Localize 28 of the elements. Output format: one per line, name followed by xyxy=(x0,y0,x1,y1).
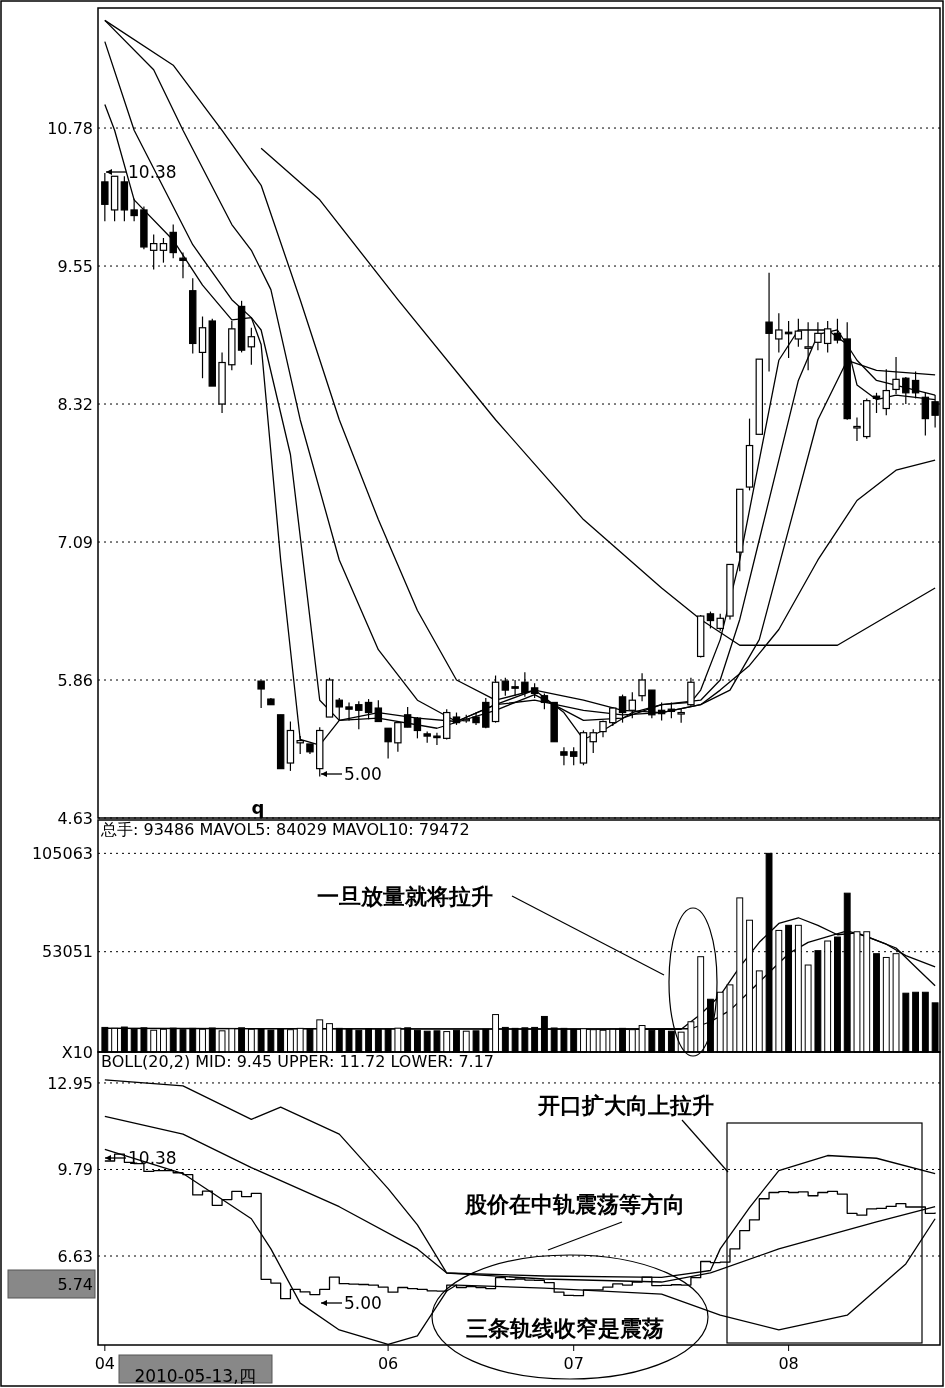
y-tick-label: 53051 xyxy=(42,942,93,962)
y-tick-label: 4.63 xyxy=(57,808,93,828)
x-tick-label: 08 xyxy=(778,1354,799,1373)
annotation: 10.38 xyxy=(128,1147,177,1168)
annotation: 一旦放量就将拉升 xyxy=(317,883,493,909)
x-tick-label: 04 xyxy=(94,1354,116,1373)
annotation: 三条轨线收窄是震荡 xyxy=(466,1315,664,1341)
annotation: 股价在中轨震荡等方向 xyxy=(464,1191,685,1217)
chart-title: 总手: 93486 MAVOL5: 84029 MAVOL10: 79472 xyxy=(100,820,470,839)
y-tick-label: 8.32 xyxy=(57,394,93,414)
x-tick-label: 06 xyxy=(377,1354,399,1373)
chart-title: BOLL(20,2) MID: 9.45 UPPER: 11.72 LOWER: 7.17 xyxy=(101,1052,495,1071)
y-tick-label: 105063 xyxy=(31,843,93,863)
annotation: 开口扩大向上拉升 xyxy=(537,1092,714,1118)
y-tick-label: 9.55 xyxy=(57,256,93,276)
y-tick-label: X10 xyxy=(61,1042,93,1062)
y-tick-label: 6.63 xyxy=(57,1246,93,1266)
text: 2010-05-13,四 xyxy=(134,1365,256,1386)
y-tick-label: 7.09 xyxy=(57,532,93,552)
y-tick-label: 10.78 xyxy=(47,118,93,138)
y-tick-label: 12.95 xyxy=(47,1073,93,1093)
text: 5.74 xyxy=(57,1274,93,1294)
annotation: q xyxy=(251,797,265,819)
y-tick-label: 5.86 xyxy=(57,670,93,690)
annotation: 5.00 xyxy=(344,763,382,784)
y-tick-label: 9.79 xyxy=(57,1160,93,1180)
annotation: 5.00 xyxy=(344,1292,382,1313)
x-tick-label: 07 xyxy=(563,1354,584,1373)
